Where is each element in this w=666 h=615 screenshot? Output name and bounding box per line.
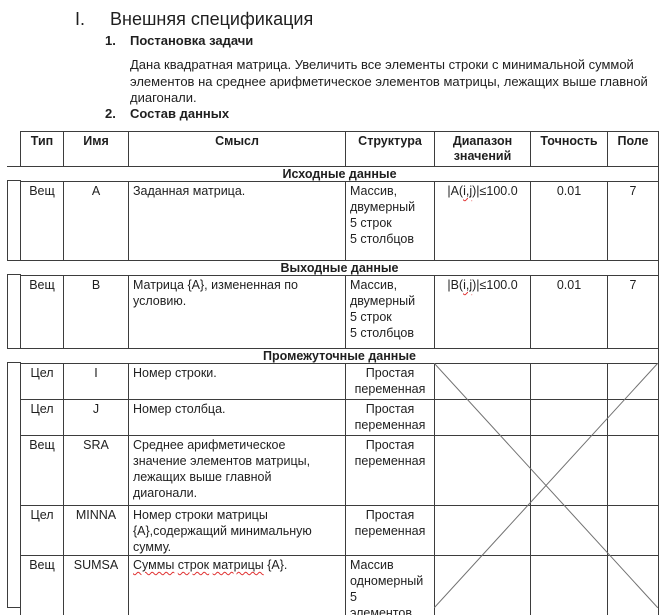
spellcheck-underline: Суммы bbox=[133, 558, 175, 572]
cell-b-field: 7 bbox=[607, 275, 659, 349]
spellcheck-underline: i,j bbox=[463, 278, 473, 292]
band-input-data-label: Исходные данные bbox=[20, 166, 659, 182]
section-heading-1: 1. Постановка задачи bbox=[105, 33, 253, 48]
cell-sra-meaning: Среднее арифметическое значение элементо… bbox=[128, 435, 346, 506]
section-heading-2: 2. Состав данных bbox=[105, 106, 229, 121]
cell-b-precision: 0.01 bbox=[530, 275, 608, 349]
cell-minna-structure: Простая переменная bbox=[345, 505, 435, 556]
table-row-minna: Цел MINNA Номер строки матрицы {A},содер… bbox=[20, 505, 659, 556]
table-row-sumsa: Вещ SUMSA Суммы строк матрицы {A}. Масси… bbox=[20, 555, 659, 615]
table-row-sra: Вещ SRA Среднее арифметическое значение … bbox=[20, 435, 659, 506]
cell-a-type: Вещ bbox=[20, 181, 64, 261]
cell-sra-range-crossed bbox=[434, 435, 531, 506]
cell-minna-precision-crossed bbox=[530, 505, 608, 556]
table-row-a: Вещ A Заданная матрица. Массив, двумерны… bbox=[20, 181, 659, 261]
table-outer-left-border bbox=[7, 166, 21, 608]
cell-sra-type: Вещ bbox=[20, 435, 64, 506]
band-row-output-data: Выходные данные bbox=[20, 260, 659, 276]
cell-sra-structure: Простая переменная bbox=[345, 435, 435, 506]
cell-b-structure: Массив, двумерный 5 строк 5 столбцов bbox=[345, 275, 435, 349]
cell-sra-precision-crossed bbox=[530, 435, 608, 506]
cell-minna-name: MINNA bbox=[63, 505, 129, 556]
cell-i-range-crossed bbox=[434, 363, 531, 400]
task-paragraph: Дана квадратная матрица. Увеличить все э… bbox=[130, 57, 648, 105]
cell-j-meaning: Номер столбца. bbox=[128, 399, 346, 436]
band-row-input-data: Исходные данные bbox=[20, 166, 659, 182]
cell-sumsa-precision-crossed bbox=[530, 555, 608, 615]
data-spec-table: Тип Имя Смысл Структура Диапазон значени… bbox=[20, 131, 659, 615]
cell-sumsa-field-crossed bbox=[607, 555, 659, 615]
cell-a-range: |A(i,j)|≤100.0 bbox=[434, 181, 531, 261]
column-header-name: Имя bbox=[63, 131, 129, 167]
band-extension-intermediate bbox=[7, 348, 21, 363]
cell-j-name: J bbox=[63, 399, 129, 436]
cell-sumsa-type: Вещ bbox=[20, 555, 64, 615]
cell-i-meaning: Номер строки. bbox=[128, 363, 346, 400]
cell-a-precision: 0.01 bbox=[530, 181, 608, 261]
cell-b-name: B bbox=[63, 275, 129, 349]
band-extension-output bbox=[7, 260, 21, 275]
section-1-number: 1. bbox=[105, 33, 116, 48]
band-extension-input bbox=[7, 166, 21, 181]
column-header-range: Диапазон значений bbox=[434, 131, 531, 167]
table-row-b: Вещ B Матрица {A}, измененная по условию… bbox=[20, 275, 659, 349]
band-output-data-label: Выходные данные bbox=[20, 260, 659, 276]
cell-minna-meaning: Номер строки матрицы {A},содержащий мини… bbox=[128, 505, 346, 556]
heading-numeral: I. bbox=[75, 9, 86, 29]
column-header-type: Тип bbox=[20, 131, 64, 167]
main-heading: I. Внешняя спецификация bbox=[75, 9, 313, 30]
cell-a-name: A bbox=[63, 181, 129, 261]
cell-i-field-crossed bbox=[607, 363, 659, 400]
cell-minna-type: Цел bbox=[20, 505, 64, 556]
cell-sra-field-crossed bbox=[607, 435, 659, 506]
cell-j-range-crossed bbox=[434, 399, 531, 436]
cell-b-type: Вещ bbox=[20, 275, 64, 349]
cell-j-precision-crossed bbox=[530, 399, 608, 436]
cell-sumsa-structure: Массив одномерный 5 элементов bbox=[345, 555, 435, 615]
cell-b-range: |B(i,j)|≤100.0 bbox=[434, 275, 531, 349]
cell-minna-range-crossed bbox=[434, 505, 531, 556]
spellcheck-underline: строк bbox=[177, 558, 210, 572]
column-header-structure: Структура bbox=[345, 131, 435, 167]
cell-a-meaning: Заданная матрица. bbox=[128, 181, 346, 261]
cell-j-field-crossed bbox=[607, 399, 659, 436]
table-header-row: Тип Имя Смысл Структура Диапазон значени… bbox=[20, 131, 659, 167]
cell-minna-field-crossed bbox=[607, 505, 659, 556]
column-header-meaning: Смысл bbox=[128, 131, 346, 167]
spellcheck-underline: матрицы bbox=[212, 558, 264, 572]
cell-i-name: I bbox=[63, 363, 129, 400]
cell-sumsa-meaning: Суммы строк матрицы {A}. bbox=[128, 555, 346, 615]
cell-a-structure: Массив, двумерный 5 строк 5 столбцов bbox=[345, 181, 435, 261]
cell-a-field: 7 bbox=[607, 181, 659, 261]
cell-b-meaning: Матрица {A}, измененная по условию. bbox=[128, 275, 346, 349]
cell-j-type: Цел bbox=[20, 399, 64, 436]
cell-i-type: Цел bbox=[20, 363, 64, 400]
heading-title: Внешняя спецификация bbox=[110, 9, 314, 29]
column-header-field: Поле bbox=[607, 131, 659, 167]
section-1-title: Постановка задачи bbox=[130, 33, 254, 48]
cell-j-structure: Простая переменная bbox=[345, 399, 435, 436]
table-row-j: Цел J Номер столбца. Простая переменная bbox=[20, 399, 659, 436]
band-row-intermediate-data: Промежуточные данные bbox=[20, 348, 659, 364]
cell-sumsa-name: SUMSA bbox=[63, 555, 129, 615]
section-2-title: Состав данных bbox=[130, 106, 230, 121]
cell-sra-name: SRA bbox=[63, 435, 129, 506]
cell-sumsa-range-crossed bbox=[434, 555, 531, 615]
table-row-i: Цел I Номер строки. Простая переменная bbox=[20, 363, 659, 400]
column-header-precision: Точность bbox=[530, 131, 608, 167]
section-2-number: 2. bbox=[105, 106, 116, 121]
cell-i-structure: Простая переменная bbox=[345, 363, 435, 400]
spellcheck-underline: i,j bbox=[463, 184, 473, 198]
band-intermediate-data-label: Промежуточные данные bbox=[20, 348, 659, 364]
cell-i-precision-crossed bbox=[530, 363, 608, 400]
